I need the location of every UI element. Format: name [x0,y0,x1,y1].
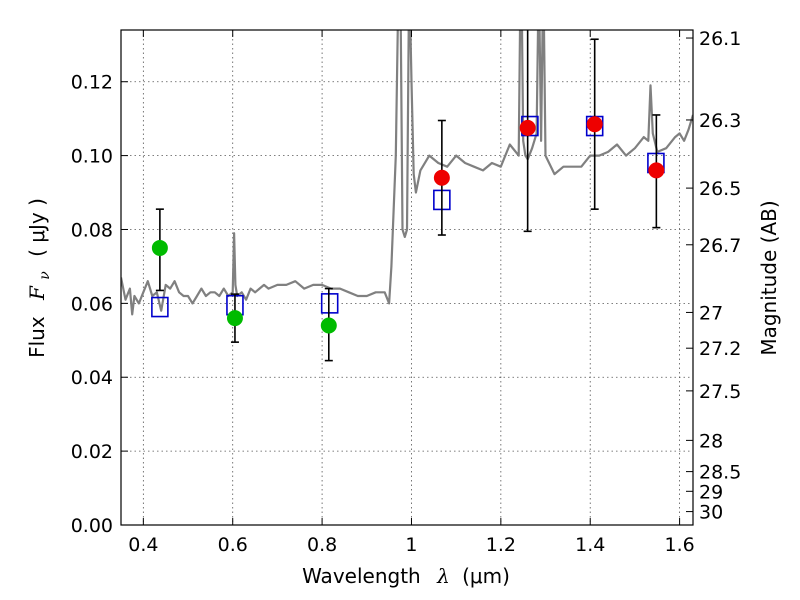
model-spectrum-layer [121,30,693,316]
optical-data-point [151,239,168,256]
infrared-data-point [586,116,603,133]
infrared-data-point [648,162,665,179]
plot-frame [120,29,694,526]
y2-tick-label: 26.1 [699,28,741,50]
optical-data-point [320,317,337,334]
x-tick-label: 0.6 [218,534,248,556]
model-band-square [320,293,339,314]
y2-tick-label: 27.5 [699,381,741,403]
marker-layer [151,30,665,362]
y2-tick-label: 28.5 [699,462,741,484]
y2-tick-label: 26.5 [699,178,741,200]
y-axis-symbol: F [25,285,49,301]
plot-data-layer [121,30,693,362]
x-tick-label: 1 [405,534,417,556]
optical-data-point [226,310,243,327]
y2-tick-label: 28 [699,430,723,452]
y-axis-unit: ( μJy ) [25,198,49,257]
y2-tick-label: 30 [699,502,723,524]
x-axis-label: Wavelength [302,564,421,588]
y-axis-symbol-sub: ν [37,271,53,280]
y-axis-title: Flux F ν ( μJy ) [25,198,54,358]
x-tick-label: 0.8 [307,534,337,556]
model-band-square [151,296,169,318]
y2-tick-label: 26.7 [699,235,741,257]
y-tick-label: 0.00 [71,515,113,537]
y-tick-label: 0.08 [71,219,113,241]
x-tick-label: 1.2 [486,534,516,556]
y-tick-label: 0.06 [71,293,113,315]
y-tick-label: 0.02 [71,441,113,463]
tick-layer: 0.4 0.6 0.8 1 1.2 1.4 1.6 0.00 0.02 0.04 0.06 0.08 0… [71,28,742,556]
y-tick-label: 0.04 [71,367,113,389]
y2-tick-label: 27.2 [699,338,741,360]
y-tick-label: 0.12 [71,72,113,94]
infrared-data-point [519,119,536,136]
y2-tick-label: 26.3 [699,110,741,132]
x-tick-label: 1.6 [664,534,694,556]
y-axis-label: Flux [25,316,49,358]
y2-axis-title: Magnitude (AB) [757,200,781,355]
y-tick-label: 0.10 [71,146,113,168]
x-axis-unit: (μm) [462,564,510,588]
x-tick-label: 0.4 [128,534,158,556]
x-axis-symbol: λ [436,564,450,588]
infrared-data-point [433,169,450,186]
x-axis-title: Wavelength λ (μm) [302,564,510,588]
y2-tick-label: 29 [699,481,723,503]
y2-tick-label: 27 [699,302,723,324]
model-spectrum-line [121,30,693,316]
x-tick-label: 1.4 [575,534,605,556]
